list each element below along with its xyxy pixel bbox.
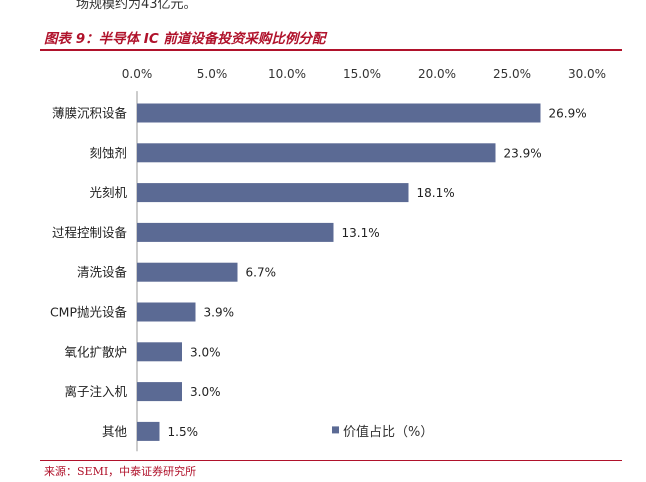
bar	[137, 342, 182, 362]
category-label: 光刻机	[89, 185, 127, 200]
bar	[137, 143, 496, 163]
category-label: 清洗设备	[77, 265, 128, 280]
x-tick-label: 15.0%	[343, 67, 381, 81]
x-tick-label: 0.0%	[122, 67, 153, 81]
preceding-text-snippet: 场规模约为43亿元。	[76, 0, 197, 12]
data-label: 3.0%	[190, 345, 221, 359]
category-label: 过程控制设备	[52, 225, 128, 240]
category-label: CMP抛光设备	[50, 305, 128, 320]
data-label: 1.5%	[168, 425, 199, 439]
data-label: 3.0%	[190, 385, 221, 399]
category-label: 其他	[102, 424, 128, 439]
category-label: 离子注入机	[64, 384, 127, 399]
bar	[137, 103, 541, 123]
category-label: 氧化扩散炉	[64, 344, 127, 359]
bar	[137, 262, 238, 282]
data-label: 6.7%	[246, 266, 277, 280]
bar	[137, 222, 334, 242]
bar	[137, 302, 196, 322]
x-tick-label: 25.0%	[493, 67, 531, 81]
category-label: 刻蚀剂	[89, 145, 127, 160]
data-label: 3.9%	[204, 306, 235, 320]
x-tick-label: 30.0%	[568, 67, 606, 81]
bar	[137, 382, 182, 402]
legend-label: 价值占比（%）	[343, 424, 433, 440]
data-label: 13.1%	[342, 226, 380, 240]
data-label: 23.9%	[504, 146, 542, 160]
source-note: 来源：SEMI，中泰证券研究所	[44, 465, 197, 478]
data-label: 26.9%	[549, 107, 587, 121]
category-label: 薄膜沉积设备	[52, 106, 128, 121]
title-divider	[40, 49, 622, 51]
x-tick-label: 10.0%	[268, 67, 306, 81]
source-divider	[40, 460, 622, 461]
x-tick-label: 5.0%	[197, 67, 228, 81]
data-label: 18.1%	[417, 186, 455, 200]
x-tick-label: 20.0%	[418, 67, 456, 81]
figure-title: 图表 9：半导体 IC 前道设备投资采购比例分配	[44, 31, 326, 47]
legend-swatch	[332, 426, 339, 434]
bar	[137, 183, 409, 203]
bar	[137, 421, 160, 441]
